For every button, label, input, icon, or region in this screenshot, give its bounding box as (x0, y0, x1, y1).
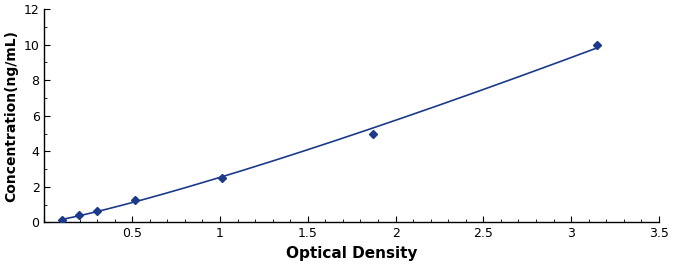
X-axis label: Optical Density: Optical Density (286, 246, 417, 261)
Y-axis label: Concentration(ng/mL): Concentration(ng/mL) (4, 30, 18, 202)
